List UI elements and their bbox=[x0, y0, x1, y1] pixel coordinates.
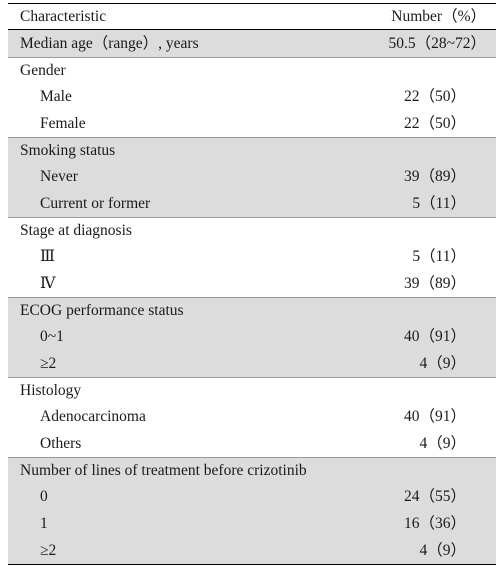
row-label: Adenocarcinoma bbox=[40, 408, 146, 426]
table-row-group-gender: Gender bbox=[8, 56, 496, 84]
row-value: 16（36） bbox=[403, 514, 466, 532]
table-row-ecog-0-1: 0~1 40（91） bbox=[8, 323, 496, 351]
row-value: 4（9） bbox=[419, 354, 466, 372]
row-value: 50.5（28~72） bbox=[388, 34, 486, 52]
row-label: Current or former bbox=[40, 194, 151, 212]
row-label: Never bbox=[40, 168, 78, 186]
table-row-median-age: Median age（range）, years 50.5（28~72） bbox=[8, 30, 496, 57]
row-label: ≥2 bbox=[40, 541, 57, 559]
row-value: 40（91） bbox=[403, 328, 466, 346]
row-label: 0 bbox=[40, 488, 48, 506]
row-label: Female bbox=[40, 114, 86, 132]
row-value: 4（9） bbox=[419, 434, 466, 452]
row-label: Ⅲ bbox=[40, 248, 55, 266]
table-row-female: Female 22（50） bbox=[8, 110, 496, 137]
row-label: Others bbox=[40, 434, 82, 452]
table-row-stage-iii: Ⅲ 5（11） bbox=[8, 244, 496, 271]
table-row-current-or-former: Current or former 5（11） bbox=[8, 190, 496, 217]
table-row-never: Never 39（89） bbox=[8, 163, 496, 191]
table-row-lines-1: 1 16（36） bbox=[8, 510, 496, 538]
row-value: 40（91） bbox=[403, 408, 466, 426]
table-row-male: Male 22（50） bbox=[8, 83, 496, 110]
group-heading: Stage at diagnosis bbox=[20, 221, 132, 239]
row-value: 22（50） bbox=[403, 114, 466, 132]
column-header-characteristic: Characteristic bbox=[20, 7, 107, 25]
table-row-group-lines-of-treatment: Number of lines of treatment before criz… bbox=[8, 457, 496, 484]
table-row-group-ecog-performance-status: ECOG performance status bbox=[8, 296, 496, 324]
table-row-stage-iv: Ⅳ 39（89） bbox=[8, 270, 496, 297]
row-label: Male bbox=[40, 87, 72, 105]
table-row-group-smoking-status: Smoking status bbox=[8, 136, 496, 164]
group-heading: Histology bbox=[20, 382, 82, 400]
table-row-others: Others 4（9） bbox=[8, 430, 496, 457]
row-value: 5（11） bbox=[412, 194, 466, 212]
table-row-ecog-2-plus: ≥2 4（9） bbox=[8, 350, 496, 377]
table-row-group-histology: Histology bbox=[8, 376, 496, 404]
group-heading: Smoking status bbox=[20, 141, 116, 159]
row-value: 39（89） bbox=[403, 168, 466, 186]
row-label: 1 bbox=[40, 514, 48, 532]
table-row-lines-2-plus: ≥2 4（9） bbox=[8, 537, 496, 564]
row-label: Median age（range）, years bbox=[20, 34, 199, 52]
group-heading: Number of lines of treatment before criz… bbox=[20, 462, 307, 480]
column-header-number: Number（%） bbox=[391, 7, 486, 25]
group-heading: Gender bbox=[20, 61, 66, 79]
group-heading: ECOG performance status bbox=[20, 301, 184, 319]
table-row-group-stage-at-diagnosis: Stage at diagnosis bbox=[8, 216, 496, 244]
table-row-lines-0: 0 24（55） bbox=[8, 483, 496, 511]
row-label: ≥2 bbox=[40, 354, 57, 372]
row-value: 39（89） bbox=[403, 274, 466, 292]
row-value: 24（55） bbox=[403, 488, 466, 506]
table-row-adenocarcinoma: Adenocarcinoma 40（91） bbox=[8, 404, 496, 431]
row-value: 5（11） bbox=[412, 248, 466, 266]
row-value: 22（50） bbox=[403, 87, 466, 105]
table-header-row: Characteristic Number（%） bbox=[8, 4, 496, 30]
row-label: Ⅳ bbox=[40, 274, 56, 292]
row-value: 4（9） bbox=[419, 541, 466, 559]
row-label: 0~1 bbox=[40, 328, 64, 346]
characteristics-table: Characteristic Number（%） Median age（rang… bbox=[8, 3, 496, 565]
